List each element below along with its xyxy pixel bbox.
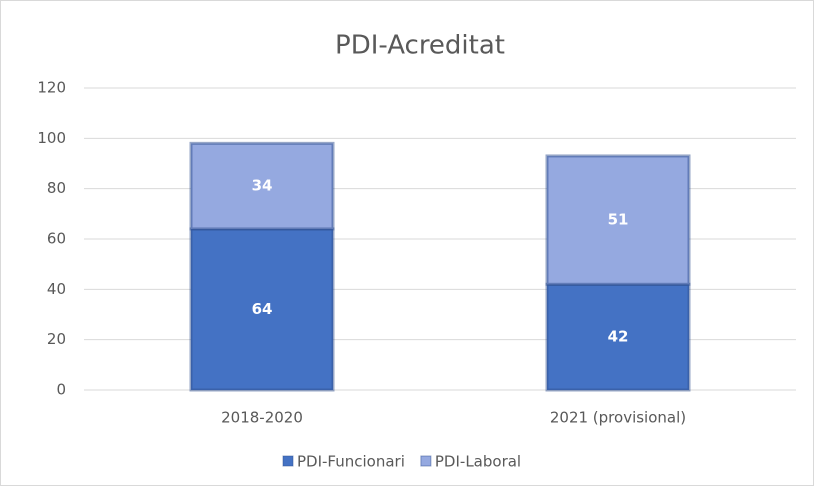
data-label: 64 (252, 300, 273, 318)
x-tick-label: 2021 (provisional) (550, 409, 686, 427)
y-tick-label: 100 (37, 129, 66, 147)
y-tick-label: 40 (47, 280, 66, 298)
legend-swatch (282, 455, 294, 467)
data-label: 42 (608, 328, 629, 346)
bar (189, 227, 335, 392)
legend-label: PDI-Funcionari (297, 453, 405, 471)
y-tick-label: 60 (47, 230, 66, 248)
data-label: 51 (608, 211, 629, 229)
y-tick-label: 120 (37, 79, 66, 97)
y-tick-label: 80 (47, 179, 66, 197)
legend-label: PDI-Laboral (435, 453, 521, 471)
y-tick-label: 0 (56, 381, 66, 399)
bar (189, 141, 335, 231)
bar (545, 282, 691, 392)
y-tick-label: 20 (47, 330, 66, 348)
bar (545, 154, 691, 286)
chart-title: PDI-Acreditat (335, 31, 505, 61)
data-label: 34 (252, 177, 273, 195)
x-tick-label: 2018-2020 (221, 409, 303, 427)
legend-swatch (420, 455, 432, 467)
